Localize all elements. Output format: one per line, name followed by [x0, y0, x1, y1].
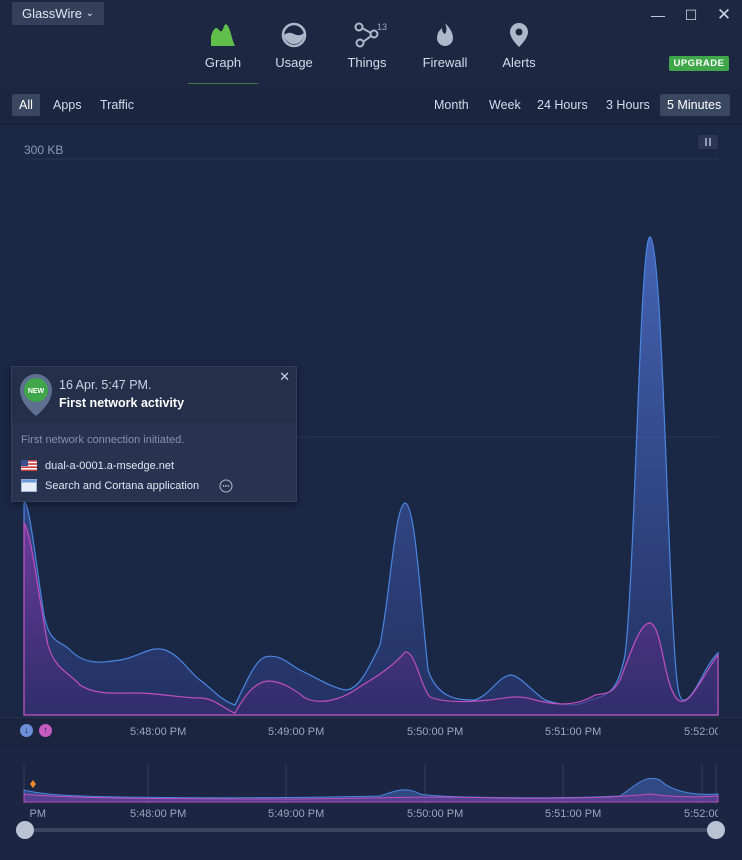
filter-all[interactable]: All [12, 94, 40, 116]
new-badge-label: NEW [28, 388, 45, 395]
title-bar: GlassWire ⌄ — ☐ ✕ Graph Usage 13 Things … [0, 0, 742, 90]
range-month[interactable]: Month [434, 98, 469, 112]
range-5-minutes[interactable]: 5 Minutes [660, 94, 730, 116]
overview-time-label: 5:49:00 PM [268, 808, 325, 820]
overview-time-label: 5:50:00 PM [407, 808, 464, 820]
range-slider-track[interactable] [24, 828, 716, 832]
chevron-down-icon: ⌄ [85, 8, 94, 19]
overview-download-area [23, 793, 719, 803]
new-event-pin-icon: NEW [20, 374, 52, 416]
tab-label: Usage [275, 55, 313, 70]
overview-time-label: 5:52:00 [684, 808, 718, 820]
range-24-hours[interactable]: 24 Hours [537, 98, 588, 112]
tab-things[interactable]: 13 Things [332, 20, 402, 86]
maximize-button[interactable]: ☐ [684, 7, 698, 23]
tab-label: Alerts [502, 55, 536, 70]
app-menu-button[interactable]: GlassWire ⌄ [12, 2, 104, 25]
popup-date: 16 Apr. 5:47 PM. [59, 378, 152, 392]
close-button[interactable]: ✕ [716, 5, 732, 24]
download-legend-icon[interactable]: ↓ [20, 724, 33, 737]
download-series-area [23, 521, 719, 716]
minimize-button[interactable]: — [651, 7, 665, 23]
tab-label: Firewall [422, 55, 468, 70]
overview-time-label: 5:48:00 PM [130, 808, 187, 820]
active-tab-indicator [188, 83, 258, 84]
pause-button[interactable] [698, 135, 718, 149]
upload-legend-icon[interactable]: ↑ [39, 724, 52, 737]
tab-label: Things [347, 55, 387, 70]
things-icon [354, 22, 379, 48]
overview-time-label: PM [29, 808, 47, 820]
popup-close-button[interactable]: ✕ [279, 369, 290, 384]
timeline-overview[interactable]: PM 5:48:00 PM 5:49:00 PM 5:50:00 PM 5:51… [0, 746, 742, 860]
filter-apps[interactable]: Apps [53, 98, 82, 112]
popup-header [12, 367, 296, 423]
range-3-hours[interactable]: 3 Hours [606, 98, 650, 112]
popup-description: First network connection initiated. [21, 434, 185, 446]
tab-usage[interactable]: Usage [259, 20, 329, 86]
time-label: 5:48:00 PM [130, 726, 187, 738]
range-slider-left-handle[interactable] [16, 821, 34, 839]
time-label: 5:49:00 PM [268, 726, 325, 738]
pause-icon [705, 138, 711, 146]
app-name: GlassWire [22, 6, 82, 21]
upgrade-button[interactable]: UPGRADE [669, 56, 729, 71]
popup-event-title: First network activity [59, 396, 185, 410]
tab-label: Graph [204, 55, 242, 70]
time-label: 5:51:00 PM [545, 726, 602, 738]
popup-app: Search and Cortana application [45, 480, 200, 492]
traffic-graph-svg [23, 158, 719, 716]
firewall-icon [437, 23, 453, 46]
things-count-badge: 13 [377, 22, 388, 32]
time-label: 5:50:00 PM [407, 726, 464, 738]
event-popup: NEW 16 Apr. 5:47 PM. First network activ… [11, 366, 297, 502]
app-window-icon [21, 479, 37, 492]
tab-graph[interactable]: Graph [188, 20, 258, 86]
tab-firewall[interactable]: Firewall [410, 20, 480, 86]
alerts-icon [510, 23, 528, 47]
tab-alerts[interactable]: Alerts [484, 20, 554, 86]
filter-traffic[interactable]: Traffic [100, 98, 135, 112]
scale-label: 300 KB [24, 143, 64, 157]
range-week[interactable]: Week [489, 98, 521, 112]
popup-host: dual-a-0001.a-msedge.net [45, 460, 175, 472]
time-label: 5:52:00 [684, 726, 718, 738]
filter-bar: All Apps Traffic Month Week 24 Hours 3 H… [0, 90, 742, 125]
time-axis: 5:48:00 PM 5:49:00 PM 5:50:00 PM 5:51:00… [0, 717, 742, 746]
graph-icon [211, 24, 235, 46]
event-marker-icon[interactable] [30, 780, 36, 788]
overview-svg [16, 764, 725, 839]
us-flag-icon [21, 460, 37, 471]
more-options-icon[interactable] [219, 479, 233, 493]
range-slider-right-handle[interactable] [707, 821, 725, 839]
usage-icon [281, 22, 307, 48]
overview-time-label: 5:51:00 PM [545, 808, 602, 820]
